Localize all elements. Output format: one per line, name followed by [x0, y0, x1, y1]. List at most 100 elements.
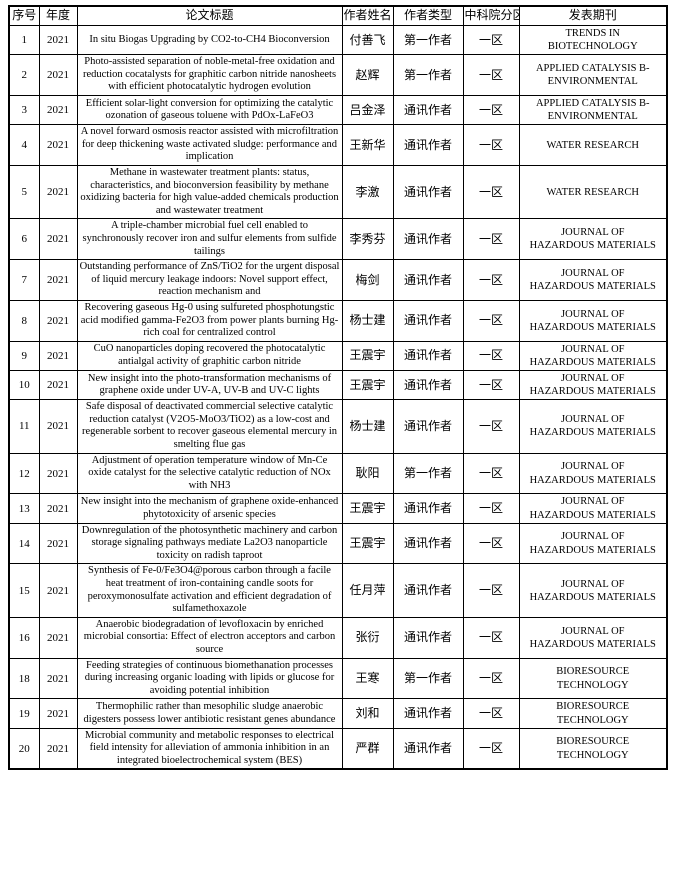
cell-author-name: 耿阳 — [341, 452, 394, 495]
cell-index: 5 — [8, 165, 40, 220]
cell-paper-title: CuO nanoparticles doping recovered the p… — [76, 340, 343, 372]
cell-cas-division: 一区 — [462, 452, 520, 495]
table-row: 12 2021 Adjustment of operation temperat… — [8, 452, 668, 495]
cell-author-type: 第一作者 — [392, 657, 464, 700]
cell-author-type: 通讯作者 — [392, 218, 464, 261]
cell-year: 2021 — [38, 657, 78, 700]
header-cas-division: 中科院分区 — [462, 5, 520, 26]
cell-cas-division: 一区 — [462, 300, 520, 342]
cell-cas-division: 一区 — [462, 95, 520, 126]
cell-index: 20 — [8, 727, 40, 770]
cell-journal: JOURNAL OF HAZARDOUS MATERIALS — [518, 370, 668, 401]
cell-year: 2021 — [38, 399, 78, 454]
table-row: 3 2021 Efficient solar-light conversion … — [8, 95, 668, 126]
cell-cas-division: 一区 — [462, 54, 520, 97]
cell-paper-title: In situ Biogas Upgrading by CO2-to-CH4 B… — [76, 24, 343, 56]
cell-year: 2021 — [38, 259, 78, 301]
cell-journal: WATER RESEARCH — [518, 124, 668, 167]
cell-journal: JOURNAL OF HAZARDOUS MATERIALS — [518, 259, 668, 301]
cell-cas-division: 一区 — [462, 563, 520, 618]
cell-author-type: 通讯作者 — [392, 522, 464, 565]
cell-author-type: 通讯作者 — [392, 399, 464, 454]
cell-index: 11 — [8, 399, 40, 454]
table-row: 4 2021 A novel forward osmosis reactor a… — [8, 124, 668, 167]
cell-author-name: 李秀芬 — [341, 218, 394, 261]
cell-year: 2021 — [38, 340, 78, 372]
cell-journal: APPLIED CATALYSIS B-ENVIRONMENTAL — [518, 54, 668, 97]
table-row: 18 2021 Feeding strategies of continuous… — [8, 657, 668, 700]
cell-year: 2021 — [38, 563, 78, 618]
cell-author-type: 通讯作者 — [392, 95, 464, 126]
cell-author-name: 吕金泽 — [341, 95, 394, 126]
cell-index: 10 — [8, 370, 40, 401]
cell-paper-title: Efficient solar-light conversion for opt… — [76, 95, 343, 126]
table-row: 7 2021 Outstanding performance of ZnS/Ti… — [8, 259, 668, 301]
cell-index: 18 — [8, 657, 40, 700]
cell-journal: JOURNAL OF HAZARDOUS MATERIALS — [518, 616, 668, 659]
table-row: 8 2021 Recovering gaseous Hg-0 using sul… — [8, 300, 668, 342]
header-row: 序号 年度 论文标题 作者姓名 作者类型 中科院分区 发表期刊 — [8, 5, 668, 26]
header-index: 序号 — [8, 5, 40, 26]
cell-journal: JOURNAL OF HAZARDOUS MATERIALS — [518, 399, 668, 454]
cell-author-name: 赵辉 — [341, 54, 394, 97]
cell-cas-division: 一区 — [462, 340, 520, 372]
cell-journal: JOURNAL OF HAZARDOUS MATERIALS — [518, 452, 668, 495]
cell-year: 2021 — [38, 218, 78, 261]
cell-author-name: 杨士建 — [341, 399, 394, 454]
cell-cas-division: 一区 — [462, 218, 520, 261]
cell-cas-division: 一区 — [462, 24, 520, 56]
cell-author-type: 第一作者 — [392, 54, 464, 97]
cell-cas-division: 一区 — [462, 616, 520, 659]
cell-author-name: 王震宇 — [341, 370, 394, 401]
cell-year: 2021 — [38, 522, 78, 565]
cell-author-type: 通讯作者 — [392, 259, 464, 301]
cell-paper-title: Anaerobic biodegradation of levofloxacin… — [76, 616, 343, 659]
cell-author-name: 严群 — [341, 727, 394, 770]
cell-author-name: 王新华 — [341, 124, 394, 167]
cell-paper-title: Recovering gaseous Hg-0 using sulfureted… — [76, 300, 343, 342]
cell-index: 4 — [8, 124, 40, 167]
cell-year: 2021 — [38, 124, 78, 167]
cell-index: 2 — [8, 54, 40, 97]
cell-year: 2021 — [38, 165, 78, 220]
cell-author-type: 第一作者 — [392, 452, 464, 495]
cell-year: 2021 — [38, 95, 78, 126]
table-row: 14 2021 Downregulation of the photosynth… — [8, 522, 668, 565]
cell-year: 2021 — [38, 727, 78, 770]
cell-year: 2021 — [38, 370, 78, 401]
cell-paper-title: Feeding strategies of continuous biometh… — [76, 657, 343, 700]
table-row: 5 2021 Methane in wastewater treatment p… — [8, 165, 668, 220]
cell-index: 7 — [8, 259, 40, 301]
cell-author-name: 杨士建 — [341, 300, 394, 342]
cell-cas-division: 一区 — [462, 698, 520, 729]
cell-index: 14 — [8, 522, 40, 565]
table-row: 13 2021 New insight into the mechanism o… — [8, 493, 668, 524]
cell-author-type: 通讯作者 — [392, 165, 464, 220]
cell-author-name: 王震宇 — [341, 493, 394, 524]
cell-author-type: 通讯作者 — [392, 300, 464, 342]
cell-year: 2021 — [38, 452, 78, 495]
cell-cas-division: 一区 — [462, 370, 520, 401]
cell-index: 19 — [8, 698, 40, 729]
cell-journal: APPLIED CATALYSIS B-ENVIRONMENTAL — [518, 95, 668, 126]
cell-author-type: 通讯作者 — [392, 493, 464, 524]
cell-cas-division: 一区 — [462, 522, 520, 565]
cell-paper-title: Downregulation of the photosynthetic mac… — [76, 522, 343, 565]
cell-cas-division: 一区 — [462, 399, 520, 454]
cell-journal: JOURNAL OF HAZARDOUS MATERIALS — [518, 300, 668, 342]
cell-author-type: 通讯作者 — [392, 727, 464, 770]
cell-journal: JOURNAL OF HAZARDOUS MATERIALS — [518, 218, 668, 261]
cell-cas-division: 一区 — [462, 493, 520, 524]
cell-year: 2021 — [38, 616, 78, 659]
cell-author-type: 通讯作者 — [392, 616, 464, 659]
cell-author-type: 第一作者 — [392, 24, 464, 56]
cell-cas-division: 一区 — [462, 657, 520, 700]
cell-author-name: 李激 — [341, 165, 394, 220]
header-journal: 发表期刊 — [518, 5, 668, 26]
cell-index: 1 — [8, 24, 40, 56]
header-author-name: 作者姓名 — [341, 5, 394, 26]
cell-index: 9 — [8, 340, 40, 372]
cell-paper-title: New insight into the mechanism of graphe… — [76, 493, 343, 524]
header-paper-title: 论文标题 — [76, 5, 343, 26]
table-row: 15 2021 Synthesis of Fe-0/Fe3O4@porous c… — [8, 563, 668, 618]
